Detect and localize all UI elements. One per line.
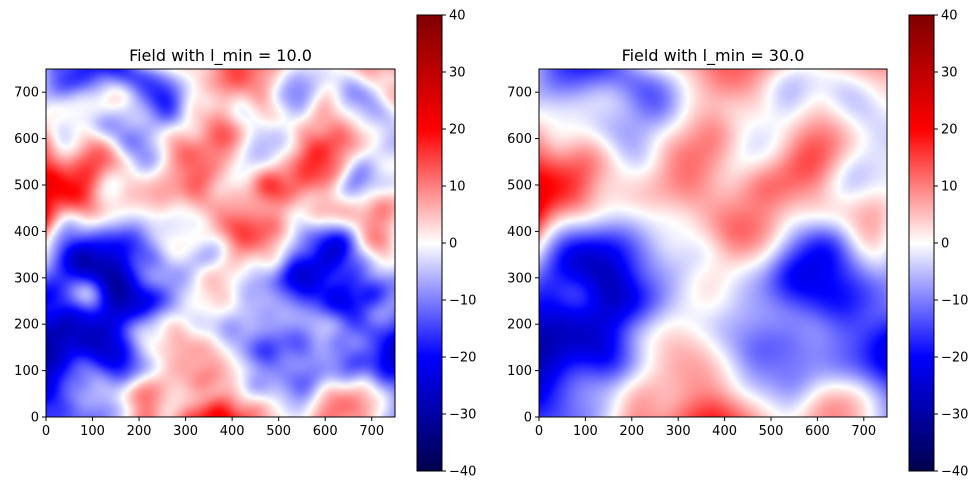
colorbar-tick-label: −10 [449, 294, 476, 309]
colorbar-tick-label: 0 [449, 237, 457, 252]
colorbar-tick-label: 40 [941, 9, 958, 24]
colorbar-tick-label: −40 [449, 465, 476, 480]
colorbar-tick-label: 20 [941, 123, 958, 138]
x-tick-label: 700 [359, 424, 384, 439]
colorbar-tick-label: −40 [941, 465, 968, 480]
x-tick-label: 300 [173, 424, 198, 439]
colorbar-tick-label: −20 [941, 351, 968, 366]
plot-frame [538, 68, 888, 418]
x-tick-label: 500 [759, 424, 784, 439]
y-tick-label: 600 [507, 132, 532, 147]
y-tick-label: 100 [14, 364, 39, 379]
y-tick-label: 600 [14, 132, 39, 147]
right-heatmap-panel: Field with l_min = 30.00 100 200 300 400 500 6… [507, 9, 968, 480]
x-tick-label: 100 [80, 424, 105, 439]
y-tick-label: 700 [14, 86, 39, 101]
heatmap-image [46, 69, 395, 417]
y-tick-label: 0 [31, 411, 39, 426]
y-tick-label: 200 [507, 318, 532, 333]
colorbar-tick-label: 10 [449, 180, 466, 195]
colorbar-tick-label: 40 [449, 9, 466, 24]
y-tick-label: 0 [524, 411, 532, 426]
colorbar-tick-label: −30 [449, 408, 476, 423]
y-tick-label: 400 [507, 225, 532, 240]
x-tick-label: 600 [805, 424, 830, 439]
colorbar-tick-label: 30 [941, 66, 958, 81]
x-tick-label: 0 [42, 424, 50, 439]
colorbar-gradient [417, 15, 442, 471]
colorbar-tick-label: −30 [941, 408, 968, 423]
x-tick-label: 400 [712, 424, 737, 439]
x-tick-label: 200 [619, 424, 644, 439]
x-tick-label: 400 [220, 424, 245, 439]
colorbar-tick-label: 0 [941, 237, 949, 252]
colorbar-tick-label: 30 [449, 66, 466, 81]
y-tick-label: 700 [507, 86, 532, 101]
x-tick-label: 500 [266, 424, 291, 439]
chart-title: Field with l_min = 10.0 [129, 46, 312, 66]
left-heatmap-panel: Field with l_min = 10.00 100 200 300 400 500 6… [14, 9, 476, 480]
x-tick-label: 700 [851, 424, 876, 439]
y-tick-label: 300 [507, 271, 532, 286]
colorbar-tick-label: −10 [941, 294, 968, 309]
x-tick-label: 300 [666, 424, 691, 439]
y-tick-label: 300 [14, 271, 39, 286]
colorbar-tick-label: 20 [449, 123, 466, 138]
plot-frame [45, 68, 396, 418]
y-tick-label: 100 [507, 364, 532, 379]
colorbar-gradient [909, 15, 934, 471]
y-tick-label: 400 [14, 225, 39, 240]
x-tick-label: 200 [127, 424, 152, 439]
y-tick-label: 500 [507, 179, 532, 194]
x-tick-label: 0 [535, 424, 543, 439]
colorbar-tick-label: −20 [449, 351, 476, 366]
colorbar-tick-label: 10 [941, 180, 958, 195]
heatmap-image [539, 69, 887, 417]
x-tick-label: 600 [313, 424, 338, 439]
x-tick-label: 100 [573, 424, 598, 439]
y-tick-label: 500 [14, 179, 39, 194]
chart-title: Field with l_min = 30.0 [622, 46, 805, 66]
y-tick-label: 200 [14, 318, 39, 333]
